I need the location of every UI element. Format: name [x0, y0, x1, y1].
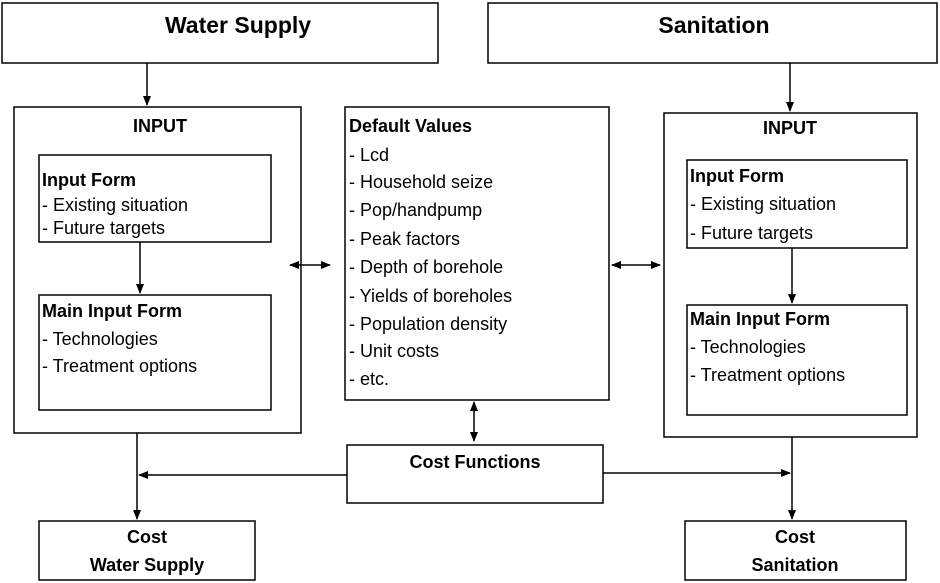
heading: INPUT — [763, 118, 817, 138]
heading: Main Input Form — [690, 309, 830, 329]
default-values-box — [344, 106, 610, 401]
list-item: - Existing situation — [42, 195, 188, 215]
water-supply-box — [1, 2, 439, 64]
heading: Cost Functions — [410, 452, 541, 472]
heading: Input Form — [42, 170, 136, 190]
list-item: - Treatment options — [690, 365, 845, 385]
list-item: - Technologies — [690, 337, 806, 357]
heading: Default Values — [349, 116, 472, 136]
cost-sanitation-box — [684, 520, 907, 581]
list-item: - Existing situation — [690, 194, 836, 214]
title: Water Supply — [165, 12, 311, 38]
sanitation-box — [487, 2, 938, 64]
heading: Cost — [775, 527, 815, 547]
list-item: - Lcd — [349, 145, 389, 165]
list-item: - Depth of borehole — [349, 257, 503, 277]
list-item: - Future targets — [42, 218, 165, 238]
heading: Main Input Form — [42, 301, 182, 321]
water-main-input-form-box — [38, 294, 272, 411]
sanitation-input-form-box — [686, 159, 908, 249]
list-item: - Technologies — [42, 329, 158, 349]
heading: Input Form — [690, 166, 784, 186]
list-item: - Treatment options — [42, 356, 197, 376]
sanitation-main-input-form-box — [686, 304, 908, 416]
heading: INPUT — [133, 116, 187, 136]
list-item: - Population density — [349, 314, 507, 334]
list-item: - Pop/handpump — [349, 200, 482, 220]
list-item: - Yields of boreholes — [349, 286, 512, 306]
list-item: - etc. — [349, 369, 389, 389]
list-item: - Unit costs — [349, 341, 439, 361]
list-item: - Future targets — [690, 223, 813, 243]
heading: Sanitation — [751, 555, 838, 575]
list-item: - Peak factors — [349, 229, 460, 249]
list-item: - Household seize — [349, 172, 493, 192]
water-input-form-box — [38, 154, 272, 243]
heading: Water Supply — [90, 555, 204, 575]
cost-functions-box — [346, 444, 604, 504]
cost-water-supply-box — [38, 520, 256, 581]
title: Sanitation — [658, 12, 769, 38]
heading: Cost — [127, 527, 167, 547]
